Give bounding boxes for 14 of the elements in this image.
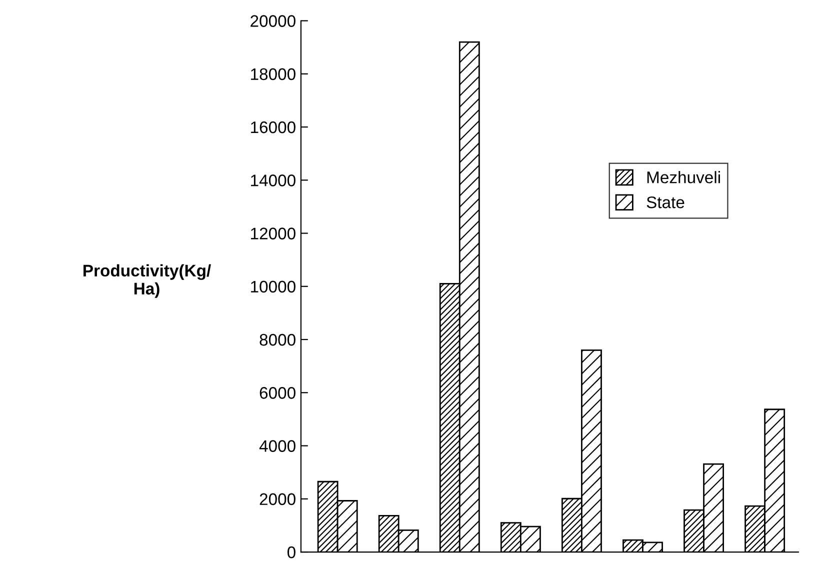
- y-tick-label: 12000: [251, 228, 296, 240]
- y-tick-label: 0: [287, 546, 296, 558]
- legend-label: Mezhuveli: [647, 171, 720, 184]
- y-tick-label: 18000: [251, 68, 296, 80]
- y-axis-title: Productivity(Kg/ Ha): [84, 264, 211, 298]
- y-tick-label: 6000: [260, 387, 296, 399]
- y-tick-label: 8000: [260, 334, 296, 346]
- y-tick-label: 16000: [251, 121, 296, 134]
- y-tick-label: 4000: [259, 440, 296, 452]
- y-tick-label: 10000: [251, 280, 296, 293]
- y-tick-label: 2000: [260, 493, 296, 506]
- y-tick-label: 14000: [251, 174, 296, 186]
- y-tick-label: 20000: [250, 15, 296, 27]
- legend-label: State: [646, 196, 684, 208]
